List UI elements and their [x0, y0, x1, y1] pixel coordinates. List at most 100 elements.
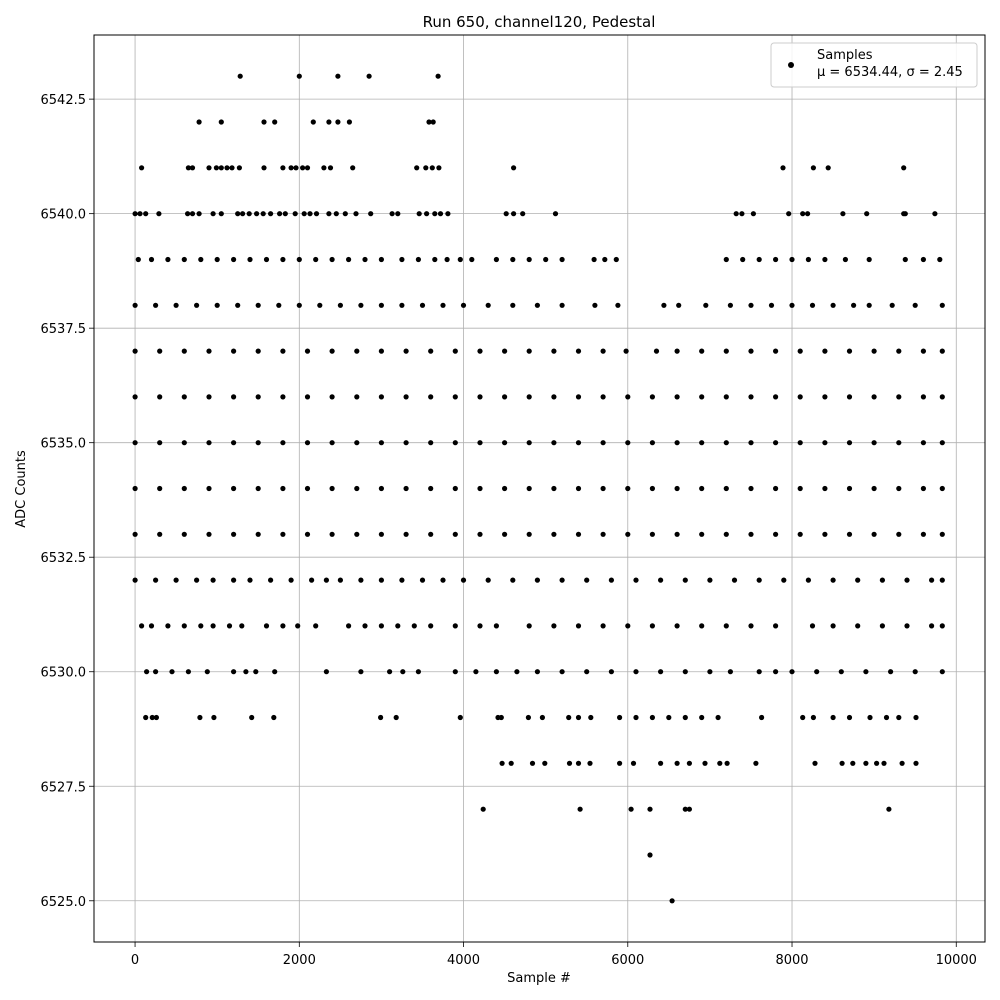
data-point: [276, 302, 282, 308]
data-point: [559, 302, 565, 308]
data-point: [830, 577, 836, 583]
data-point: [920, 348, 927, 354]
data-point: [649, 394, 656, 400]
data-point: [871, 394, 877, 400]
data-point: [323, 669, 329, 675]
data-point: [502, 394, 508, 400]
data-point: [575, 394, 582, 400]
data-point: [805, 256, 812, 263]
data-point: [510, 256, 516, 263]
data-point: [830, 623, 836, 629]
data-point: [329, 485, 335, 492]
data-point: [457, 256, 463, 263]
data-point: [477, 485, 483, 492]
data-point: [296, 73, 302, 79]
data-point: [395, 623, 401, 629]
data-point: [830, 714, 836, 721]
data-point: [830, 302, 836, 308]
data-point: [137, 211, 143, 217]
data-point: [896, 714, 902, 721]
data-point: [235, 302, 241, 308]
data-point: [473, 669, 479, 675]
data-point: [502, 531, 508, 537]
data-point: [132, 485, 138, 492]
data-point: [871, 531, 877, 537]
data-point: [435, 73, 441, 79]
data-point: [337, 302, 343, 308]
y-tick-label: 6530.0: [41, 666, 87, 681]
data-point: [617, 714, 623, 721]
data-point: [551, 348, 557, 354]
data-point: [797, 531, 803, 537]
data-point: [748, 440, 754, 446]
data-point: [846, 440, 853, 446]
data-point: [913, 714, 919, 721]
data-point: [452, 440, 458, 446]
data-point: [587, 760, 593, 766]
data-point: [682, 806, 688, 812]
data-point: [888, 669, 894, 675]
data-point: [452, 348, 458, 354]
data-point: [255, 531, 261, 537]
data-point: [748, 485, 754, 492]
data-point: [477, 623, 483, 629]
data-point: [395, 211, 401, 217]
data-point: [362, 256, 368, 263]
data-point: [214, 302, 220, 308]
data-point: [896, 394, 902, 400]
data-point: [920, 394, 927, 400]
data-point: [756, 669, 762, 675]
data-point: [526, 531, 532, 537]
data-point: [358, 669, 364, 675]
data-point: [904, 577, 910, 583]
data-point: [674, 394, 680, 400]
data-point: [189, 211, 196, 217]
data-point: [526, 485, 532, 492]
data-point: [502, 440, 508, 446]
data-point: [797, 485, 803, 492]
legend-stats-label: μ = 6534.44, σ = 2.45: [817, 65, 963, 80]
data-point: [173, 577, 179, 583]
data-point: [939, 302, 945, 308]
data-point: [733, 211, 739, 217]
data-point: [149, 714, 155, 721]
data-point: [295, 623, 301, 629]
data-point: [939, 440, 945, 446]
data-point: [185, 211, 191, 217]
data-point: [255, 440, 261, 446]
data-point: [649, 714, 656, 721]
data-point: [310, 119, 316, 125]
data-point: [403, 440, 409, 446]
data-point: [329, 256, 335, 263]
data-point: [206, 531, 212, 537]
data-point: [846, 485, 853, 492]
data-point: [825, 165, 831, 171]
data-point: [399, 256, 405, 263]
data-point: [263, 623, 270, 629]
data-point: [498, 714, 504, 721]
data-point: [429, 165, 435, 171]
data-point: [786, 211, 792, 217]
data-point: [503, 211, 509, 217]
data-point: [400, 669, 406, 675]
data-point: [896, 348, 902, 354]
legend-series-label: Samples: [817, 48, 873, 63]
data-point: [148, 623, 155, 629]
data-point: [445, 211, 451, 217]
data-point: [529, 760, 536, 766]
data-point: [600, 485, 606, 492]
data-point: [810, 165, 817, 171]
data-point: [132, 531, 138, 537]
data-point: [313, 256, 319, 263]
data-point: [902, 211, 908, 217]
data-point: [707, 577, 713, 583]
data-point: [871, 348, 877, 354]
data-point: [229, 165, 235, 171]
data-point: [658, 669, 664, 675]
data-point: [633, 577, 639, 583]
data-point: [805, 211, 811, 217]
data-point: [428, 531, 434, 537]
data-point: [822, 485, 828, 492]
data-point: [773, 256, 779, 263]
data-point: [260, 211, 266, 217]
